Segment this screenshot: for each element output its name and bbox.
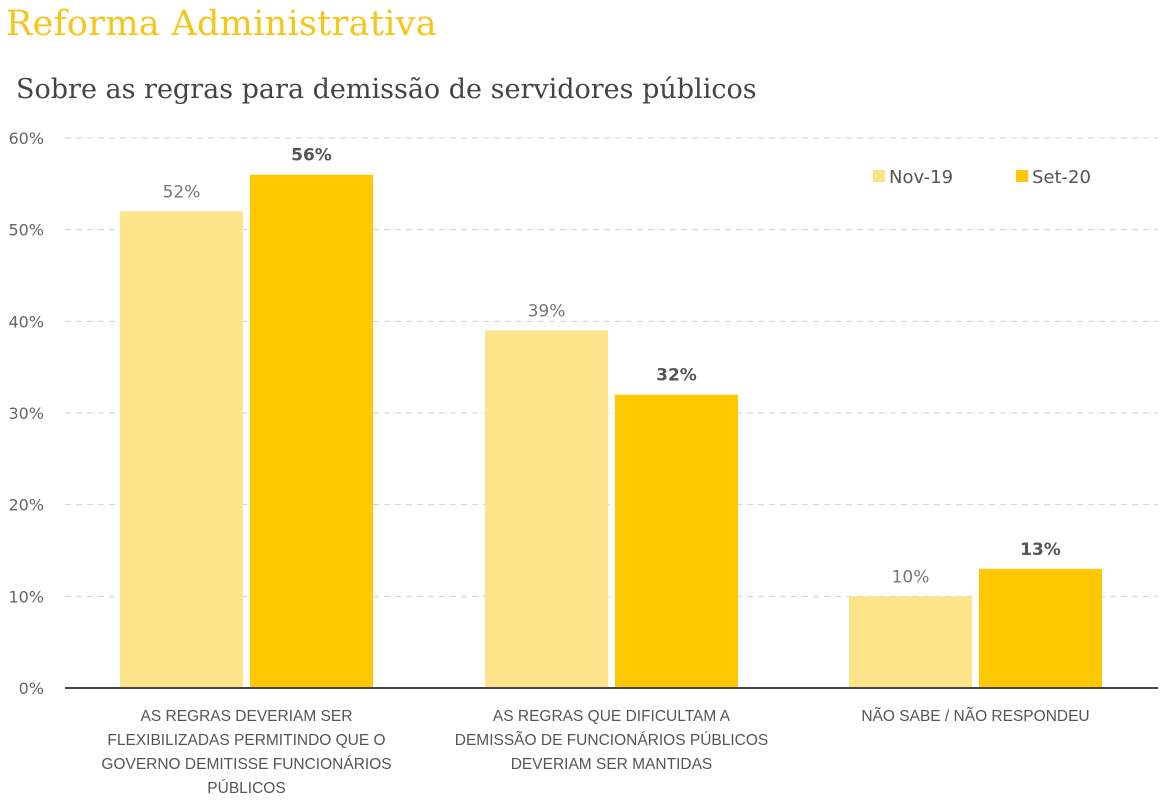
legend-label: Set-20: [1032, 167, 1091, 188]
bar-nov-19: [485, 330, 608, 688]
legend-label: Nov-19: [889, 167, 953, 188]
y-tick-label: 10%: [8, 587, 44, 606]
y-tick-label: 30%: [8, 404, 44, 423]
category-label: DEVERIAM SER MANTIDAS: [511, 756, 713, 773]
category-label: AS REGRAS DEVERIAM SER: [141, 708, 353, 725]
category-label: NÃO SABE / NÃO RESPONDEU: [861, 708, 1089, 725]
bar-set-20: [615, 394, 738, 688]
legend-swatch: [1016, 170, 1028, 182]
y-tick-label: 0%: [19, 679, 44, 698]
category-label: FLEXIBILIZADAS PERMITINDO QUE O: [107, 732, 385, 749]
data-label: 10%: [892, 567, 930, 587]
y-tick-label: 50%: [8, 221, 44, 240]
chart-title: Reforma Administrativa: [6, 4, 437, 44]
bar-set-20: [979, 568, 1102, 688]
category-label: PÚBLICOS: [207, 780, 285, 797]
category-label: DEMISSÃO DE FUNCIONÁRIOS PÚBLICOS: [455, 732, 769, 749]
category-label: AS REGRAS QUE DIFICULTAM A: [493, 708, 731, 725]
legend-swatch: [873, 170, 885, 182]
bar-set-20: [250, 174, 373, 688]
y-tick-label: 40%: [8, 312, 44, 331]
data-label: 39%: [528, 302, 566, 322]
y-tick-label: 60%: [8, 129, 44, 148]
bar-nov-19: [120, 211, 243, 689]
chart-subtitle: Sobre as regras para demissão de servido…: [16, 74, 757, 105]
category-label: GOVERNO DEMITISSE FUNCIONÁRIOS: [101, 756, 391, 773]
bar-nov-19: [849, 596, 972, 688]
data-label: 13%: [1020, 540, 1061, 560]
data-label: 32%: [656, 366, 697, 386]
data-label: 52%: [163, 182, 201, 202]
y-tick-label: 20%: [8, 496, 44, 515]
data-label: 56%: [291, 146, 332, 166]
